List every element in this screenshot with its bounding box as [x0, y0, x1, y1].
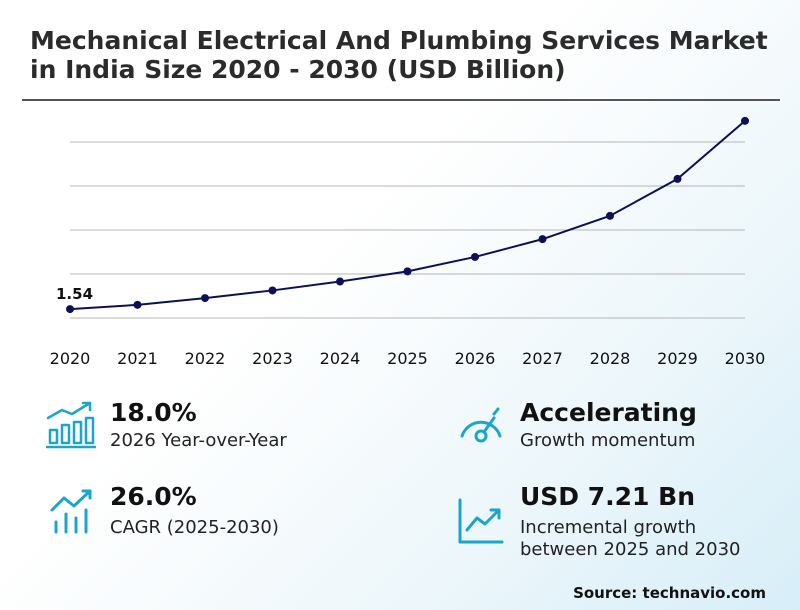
stat-cagr: 26.0% CAGR (2025-2030) — [50, 482, 390, 552]
line-chart: 2020 2021 2022 2023 2024 2025 2026 2027 2028 2029… — [50, 116, 766, 368]
stat-incremental-desc-line2: between 2025 and 2030 — [520, 539, 741, 560]
data-point-2023 — [268, 286, 277, 295]
title-divider — [22, 99, 780, 101]
x-tick-label: 2029 — [657, 349, 698, 368]
bar-chart-growth-icon — [46, 401, 96, 449]
stat-cagr-desc: CAGR (2025-2030) — [110, 517, 279, 538]
data-point-2030 — [741, 116, 749, 125]
data-point-2025 — [403, 267, 412, 276]
stat-cagr-value: 26.0% — [110, 482, 197, 511]
data-label: 1.54 — [56, 285, 93, 303]
x-tick-label: 2020 — [50, 349, 91, 368]
stat-yoy-value: 18.0% — [110, 398, 197, 427]
data-point-2028 — [606, 211, 614, 220]
data-point-2020 — [66, 305, 74, 314]
stat-incremental-desc-line1: Incremental growth — [520, 517, 697, 538]
x-tick-label: 2024 — [320, 349, 361, 368]
x-tick-label: 2023 — [252, 349, 293, 368]
stat-momentum-value: Accelerating — [520, 398, 697, 427]
data-point-2021 — [133, 300, 142, 309]
stat-momentum: Accelerating Growth momentum — [456, 396, 776, 466]
data-point-2027 — [538, 235, 547, 244]
data-point-2029 — [673, 174, 682, 183]
data-point-2026 — [471, 252, 479, 261]
speedometer-icon — [460, 407, 502, 443]
x-tick-label: 2022 — [185, 349, 226, 368]
data-point-2022 — [201, 294, 209, 303]
data-point-2024 — [336, 277, 344, 286]
trend-bars-icon — [50, 489, 92, 534]
line-chart-up-icon — [458, 498, 504, 544]
series-line — [69, 120, 746, 311]
chart-title: Mechanical Electrical And Plumbing Servi… — [30, 26, 768, 84]
x-tick-label: 2026 — [455, 349, 496, 368]
x-tick-label: 2025 — [387, 349, 428, 368]
x-tick-label: 2028 — [590, 349, 631, 368]
source-credit: Source: technavio.com — [573, 584, 766, 602]
x-tick-label: 2030 — [725, 349, 766, 368]
x-tick-label: 2027 — [522, 349, 563, 368]
stat-momentum-desc: Growth momentum — [520, 430, 696, 451]
x-tick-label: 2021 — [117, 349, 158, 368]
stat-yoy-desc: 2026 Year-over-Year — [110, 430, 287, 451]
stat-incremental-value: USD 7.21 Bn — [520, 482, 695, 511]
stat-yoy: 18.0% 2026 Year-over-Year — [46, 396, 386, 466]
stat-incremental: USD 7.21 Bn Incremental growth between 2… — [456, 482, 786, 572]
